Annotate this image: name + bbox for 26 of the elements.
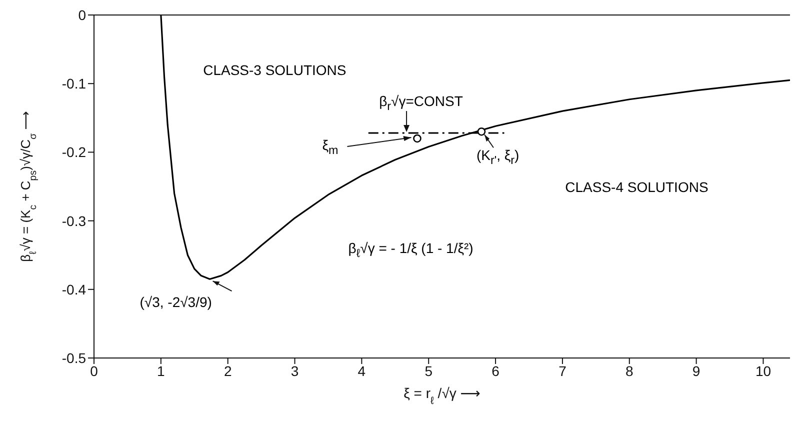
y-tick-label: -0.2 — [62, 144, 86, 160]
x-tick-label: 6 — [492, 362, 500, 379]
annotation: β$_{r}$√γ=CONST — [379, 92, 463, 115]
x-tick-label: 9 — [692, 362, 700, 379]
x-axis-title: ξ = r$_{ℓ}$ /√γ ⟶ — [404, 385, 480, 407]
annotation: β$_{ℓ}$√γ = - 1/ξ (1 - 1/ξ²) — [348, 239, 474, 262]
y-tick-label: -0.5 — [62, 350, 86, 366]
annotation: (√3, -2√3/9) — [140, 293, 212, 312]
y-tick-label: -0.1 — [62, 76, 86, 92]
x-tick-label: 4 — [358, 362, 366, 379]
x-tick-label: 0 — [90, 362, 98, 379]
line-series — [160, 15, 790, 280]
x-tick-label: 7 — [558, 362, 567, 379]
x-tick-label: 8 — [625, 362, 634, 379]
y-tick-label: -0.4 — [62, 281, 86, 298]
y-tick-label: -0.3 — [62, 212, 86, 229]
x-tick-label: 1 — [157, 362, 166, 379]
y-tick-label: 0 — [78, 6, 86, 23]
x-tick-label: 5 — [424, 362, 433, 379]
annotation: CLASS-3 SOLUTIONS — [203, 60, 346, 79]
annotation: CLASS-4 SOLUTIONS — [565, 178, 708, 196]
annotation: ξ$_{m}$ — [322, 136, 338, 160]
x-tick-label: 10 — [755, 362, 772, 379]
x-tick-label: 3 — [290, 362, 299, 379]
annotation: (K$_{r'}$, ξ$_{r}$) — [476, 146, 520, 168]
x-tick-label: 2 — [224, 362, 232, 379]
